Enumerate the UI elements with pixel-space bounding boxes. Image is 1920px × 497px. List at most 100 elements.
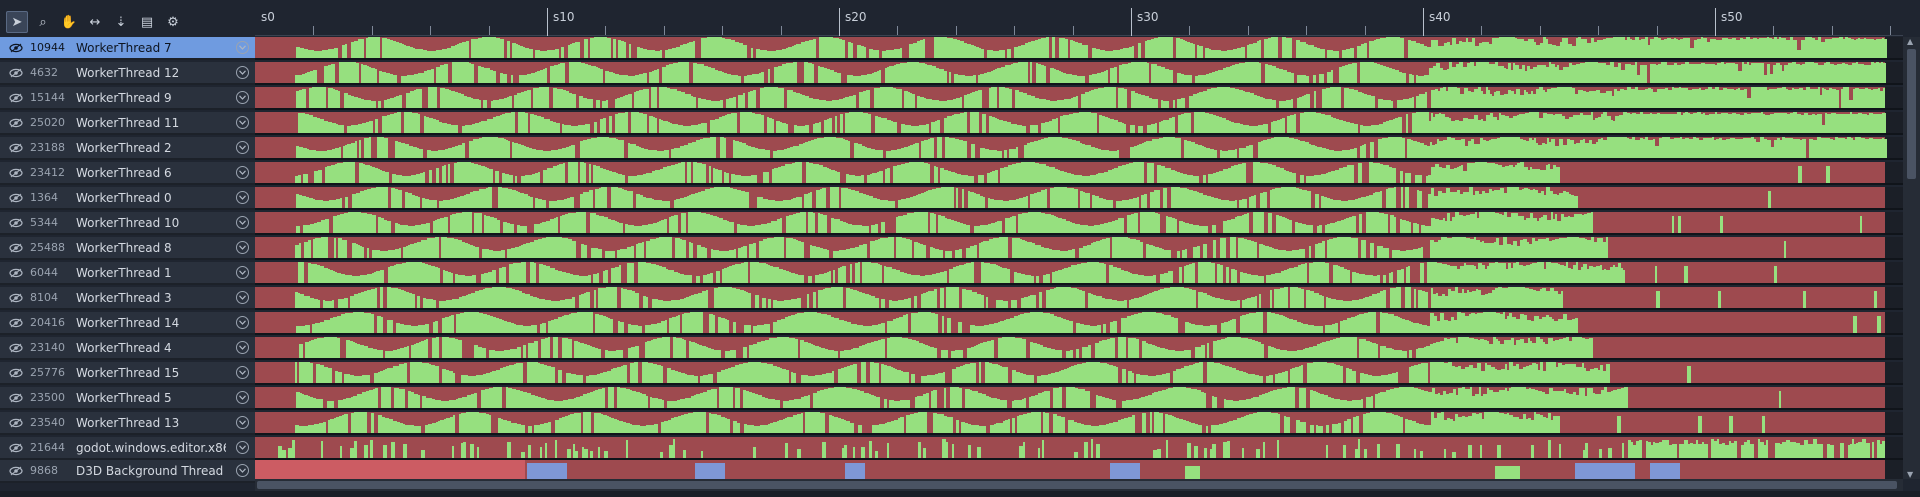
chevron-down-icon[interactable] xyxy=(236,266,249,279)
activity-bar xyxy=(1071,288,1073,308)
thread-activity-track[interactable] xyxy=(255,312,1903,335)
thread-activity-track[interactable] xyxy=(255,162,1903,185)
thread-activity-track[interactable] xyxy=(255,137,1903,160)
thread-label[interactable]: 15144 WorkerThread 9 xyxy=(0,87,255,110)
activity-bar xyxy=(740,112,742,133)
thread-label[interactable]: 10944 WorkerThread 7 xyxy=(0,37,255,60)
activity-bar xyxy=(1853,140,1855,158)
activity-bar xyxy=(1335,170,1339,183)
activity-bar xyxy=(886,267,888,283)
thread-activity-track[interactable] xyxy=(255,287,1903,310)
report-tool-button[interactable]: ▤ xyxy=(136,11,158,33)
activity-bar xyxy=(1482,212,1484,233)
thread-row[interactable]: 4632 WorkerThread 12 xyxy=(0,62,1903,85)
eye-icon[interactable] xyxy=(8,267,24,279)
chevron-down-icon[interactable] xyxy=(236,191,249,204)
thread-activity-track[interactable] xyxy=(255,187,1903,210)
thread-activity-track[interactable] xyxy=(255,262,1903,285)
activity-bar xyxy=(301,262,304,283)
activity-bar xyxy=(310,50,312,58)
activity-bar xyxy=(1523,266,1526,283)
thread-label[interactable]: 8104 WorkerThread 3 xyxy=(0,287,255,310)
thread-label[interactable]: 4632 WorkerThread 12 xyxy=(0,62,255,85)
select-tool-button[interactable]: ➤ xyxy=(6,11,28,33)
timeline-ruler[interactable]: s0 s10 s20 s30 s40 s50 xyxy=(255,8,1903,36)
measure-tool-button[interactable]: ↔ xyxy=(84,11,106,33)
thread-label[interactable]: 23188 WorkerThread 2 xyxy=(0,137,255,160)
activity-bar xyxy=(701,247,705,258)
activity-bar xyxy=(1476,269,1478,283)
chevron-down-icon[interactable] xyxy=(236,66,249,79)
thread-activity-track[interactable] xyxy=(255,237,1903,260)
eye-icon[interactable] xyxy=(8,117,24,129)
chevron-down-icon[interactable] xyxy=(236,316,249,329)
activity-bar xyxy=(1565,67,1569,83)
chevron-down-icon[interactable] xyxy=(236,166,249,179)
thread-row[interactable]: 23412 WorkerThread 6 xyxy=(0,162,1903,185)
activity-bar xyxy=(1587,213,1591,233)
horizontal-arrows-icon: ↔ xyxy=(89,14,101,30)
thread-row[interactable]: 25020 WorkerThread 11 xyxy=(0,112,1903,135)
eye-icon[interactable] xyxy=(8,192,24,204)
eye-icon[interactable] xyxy=(8,92,24,104)
zoom-tool-button[interactable]: ⌕ xyxy=(32,11,54,33)
activity-bar xyxy=(801,242,804,258)
settings-tool-button[interactable]: ⚙ xyxy=(162,11,184,33)
thread-activity-track[interactable] xyxy=(255,87,1903,110)
thread-label[interactable]: 25020 WorkerThread 11 xyxy=(0,112,255,135)
thread-row[interactable]: 10944 WorkerThread 7 xyxy=(0,37,1903,60)
activity-bar xyxy=(1468,42,1472,58)
thread-row[interactable]: 25488 WorkerThread 8 xyxy=(0,237,1903,260)
activity-bar xyxy=(1294,267,1298,283)
thread-label[interactable]: 6044 WorkerThread 1 xyxy=(0,262,255,285)
activity-bar xyxy=(918,194,921,208)
thread-label[interactable]: 25488 WorkerThread 8 xyxy=(0,237,255,260)
thread-label[interactable]: 1364 WorkerThread 0 xyxy=(0,187,255,210)
thread-activity-track[interactable] xyxy=(255,62,1903,85)
thread-activity-track[interactable] xyxy=(255,212,1903,235)
chevron-down-icon[interactable] xyxy=(236,291,249,304)
activity-bar xyxy=(793,214,796,233)
eye-icon[interactable] xyxy=(8,317,24,329)
activity-bar xyxy=(1295,250,1299,258)
thread-label[interactable]: 20416 WorkerThread 14 xyxy=(0,312,255,335)
chevron-down-icon[interactable] xyxy=(236,141,249,154)
thread-row[interactable]: 5344 WorkerThread 10 xyxy=(0,212,1903,235)
thread-row[interactable]: 23188 WorkerThread 2 xyxy=(0,137,1903,160)
eye-icon[interactable] xyxy=(8,292,24,304)
thread-row[interactable]: 15144 WorkerThread 9 xyxy=(0,87,1903,110)
activity-bar xyxy=(539,264,543,283)
chevron-down-icon[interactable] xyxy=(236,241,249,254)
pan-tool-button[interactable]: ✋ xyxy=(58,11,80,33)
chevron-down-icon[interactable] xyxy=(236,41,249,54)
activity-bar xyxy=(1740,115,1744,133)
eye-icon[interactable] xyxy=(8,167,24,179)
activity-bar xyxy=(1688,90,1692,108)
thread-row[interactable]: 20416 WorkerThread 14 xyxy=(0,312,1903,335)
thread-activity-track[interactable] xyxy=(255,112,1903,135)
thread-activity-track[interactable] xyxy=(255,37,1903,60)
eye-icon[interactable] xyxy=(8,217,24,229)
activity-bar xyxy=(1135,93,1138,108)
thread-label[interactable]: 5344 WorkerThread 10 xyxy=(0,212,255,235)
activity-bar xyxy=(1061,72,1063,83)
activity-bar xyxy=(1039,164,1042,183)
eye-icon[interactable] xyxy=(8,42,24,54)
activity-bar xyxy=(1265,99,1268,108)
sort-tool-button[interactable]: ⇣ xyxy=(110,11,132,33)
eye-icon[interactable] xyxy=(8,142,24,154)
thread-label[interactable]: 23412 WorkerThread 6 xyxy=(0,162,255,185)
activity-bar xyxy=(786,48,788,58)
thread-row[interactable]: 8104 WorkerThread 3 xyxy=(0,287,1903,310)
eye-icon[interactable] xyxy=(8,242,24,254)
activity-bar xyxy=(979,48,981,58)
thread-row[interactable]: 1364 WorkerThread 0 xyxy=(0,187,1903,210)
chevron-down-icon[interactable] xyxy=(236,216,249,229)
thread-row[interactable]: 6044 WorkerThread 1 xyxy=(0,262,1903,285)
chevron-down-icon[interactable] xyxy=(236,116,249,129)
activity-bar xyxy=(1208,174,1211,183)
eye-icon[interactable] xyxy=(8,67,24,79)
activity-bar xyxy=(1377,64,1380,83)
activity-bar xyxy=(490,137,492,158)
chevron-down-icon[interactable] xyxy=(236,91,249,104)
